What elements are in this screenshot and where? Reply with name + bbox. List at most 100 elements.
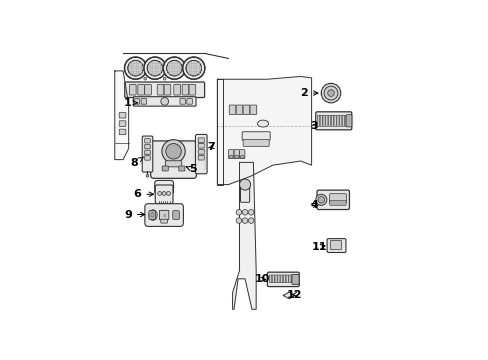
Ellipse shape bbox=[257, 120, 268, 127]
FancyBboxPatch shape bbox=[320, 115, 322, 126]
FancyBboxPatch shape bbox=[330, 115, 333, 126]
FancyBboxPatch shape bbox=[155, 185, 173, 203]
Circle shape bbox=[166, 60, 182, 76]
FancyBboxPatch shape bbox=[316, 190, 349, 210]
FancyBboxPatch shape bbox=[249, 105, 256, 114]
Circle shape bbox=[239, 179, 250, 190]
Circle shape bbox=[236, 210, 241, 215]
FancyBboxPatch shape bbox=[159, 210, 168, 220]
FancyBboxPatch shape bbox=[198, 138, 204, 143]
Circle shape bbox=[321, 84, 340, 103]
FancyBboxPatch shape bbox=[179, 166, 184, 171]
FancyBboxPatch shape bbox=[198, 143, 204, 148]
FancyBboxPatch shape bbox=[150, 141, 196, 178]
Text: 10: 10 bbox=[254, 274, 270, 284]
FancyBboxPatch shape bbox=[164, 85, 170, 95]
FancyBboxPatch shape bbox=[144, 139, 150, 143]
FancyBboxPatch shape bbox=[329, 201, 346, 205]
FancyBboxPatch shape bbox=[133, 97, 196, 106]
FancyBboxPatch shape bbox=[243, 105, 249, 114]
FancyBboxPatch shape bbox=[242, 132, 269, 140]
Text: x: x bbox=[162, 212, 165, 217]
FancyBboxPatch shape bbox=[144, 150, 150, 155]
Circle shape bbox=[162, 140, 185, 163]
FancyBboxPatch shape bbox=[119, 112, 125, 118]
Circle shape bbox=[127, 60, 143, 76]
Polygon shape bbox=[217, 76, 311, 185]
Text: 1: 1 bbox=[123, 98, 137, 108]
FancyBboxPatch shape bbox=[322, 115, 325, 126]
FancyBboxPatch shape bbox=[198, 149, 204, 154]
Circle shape bbox=[163, 57, 185, 79]
Circle shape bbox=[143, 77, 146, 80]
Ellipse shape bbox=[229, 155, 233, 158]
Text: 4: 4 bbox=[310, 199, 318, 210]
Text: 5: 5 bbox=[186, 164, 196, 174]
FancyBboxPatch shape bbox=[317, 115, 319, 126]
FancyBboxPatch shape bbox=[144, 85, 151, 95]
FancyBboxPatch shape bbox=[288, 275, 290, 283]
FancyBboxPatch shape bbox=[195, 134, 207, 174]
Circle shape bbox=[161, 98, 168, 105]
FancyBboxPatch shape bbox=[280, 275, 282, 283]
FancyBboxPatch shape bbox=[333, 115, 336, 126]
FancyBboxPatch shape bbox=[329, 240, 341, 249]
Circle shape bbox=[248, 218, 253, 223]
FancyBboxPatch shape bbox=[119, 121, 125, 126]
FancyBboxPatch shape bbox=[236, 105, 243, 114]
Circle shape bbox=[183, 57, 204, 79]
Text: 11: 11 bbox=[311, 242, 326, 252]
Circle shape bbox=[146, 174, 148, 177]
FancyBboxPatch shape bbox=[157, 85, 163, 95]
FancyBboxPatch shape bbox=[119, 129, 125, 135]
FancyBboxPatch shape bbox=[329, 194, 346, 203]
Text: ∅: ∅ bbox=[149, 212, 154, 217]
FancyBboxPatch shape bbox=[328, 115, 330, 126]
Ellipse shape bbox=[148, 210, 157, 220]
FancyBboxPatch shape bbox=[274, 275, 277, 283]
Circle shape bbox=[242, 210, 247, 215]
FancyBboxPatch shape bbox=[347, 115, 349, 126]
FancyBboxPatch shape bbox=[165, 161, 182, 167]
Text: 2: 2 bbox=[300, 88, 317, 98]
Polygon shape bbox=[115, 71, 128, 159]
FancyBboxPatch shape bbox=[129, 85, 136, 95]
FancyBboxPatch shape bbox=[291, 275, 293, 283]
FancyBboxPatch shape bbox=[234, 150, 239, 158]
FancyBboxPatch shape bbox=[186, 99, 192, 104]
FancyBboxPatch shape bbox=[243, 140, 268, 146]
Circle shape bbox=[248, 210, 253, 215]
FancyBboxPatch shape bbox=[138, 85, 144, 95]
FancyBboxPatch shape bbox=[144, 144, 150, 149]
FancyBboxPatch shape bbox=[269, 275, 271, 283]
FancyBboxPatch shape bbox=[291, 274, 299, 284]
FancyBboxPatch shape bbox=[189, 85, 195, 95]
FancyBboxPatch shape bbox=[228, 150, 233, 158]
FancyBboxPatch shape bbox=[345, 115, 346, 126]
Text: 3: 3 bbox=[310, 121, 318, 131]
Circle shape bbox=[324, 86, 337, 100]
FancyBboxPatch shape bbox=[346, 115, 351, 127]
FancyBboxPatch shape bbox=[239, 150, 244, 158]
Polygon shape bbox=[232, 162, 256, 309]
FancyBboxPatch shape bbox=[285, 275, 288, 283]
Circle shape bbox=[185, 60, 201, 76]
FancyBboxPatch shape bbox=[161, 219, 167, 223]
Text: 8: 8 bbox=[131, 157, 143, 168]
Text: 12: 12 bbox=[286, 290, 302, 300]
FancyBboxPatch shape bbox=[172, 211, 179, 220]
Circle shape bbox=[124, 57, 146, 79]
Circle shape bbox=[327, 90, 334, 96]
FancyBboxPatch shape bbox=[182, 85, 188, 95]
Circle shape bbox=[165, 144, 181, 159]
Circle shape bbox=[147, 60, 163, 76]
FancyBboxPatch shape bbox=[272, 275, 274, 283]
FancyBboxPatch shape bbox=[124, 82, 204, 98]
FancyBboxPatch shape bbox=[162, 166, 168, 171]
FancyBboxPatch shape bbox=[148, 211, 155, 220]
Circle shape bbox=[242, 218, 247, 223]
Text: 7: 7 bbox=[207, 142, 215, 152]
Circle shape bbox=[162, 192, 166, 195]
FancyBboxPatch shape bbox=[141, 99, 146, 104]
FancyBboxPatch shape bbox=[267, 272, 299, 287]
